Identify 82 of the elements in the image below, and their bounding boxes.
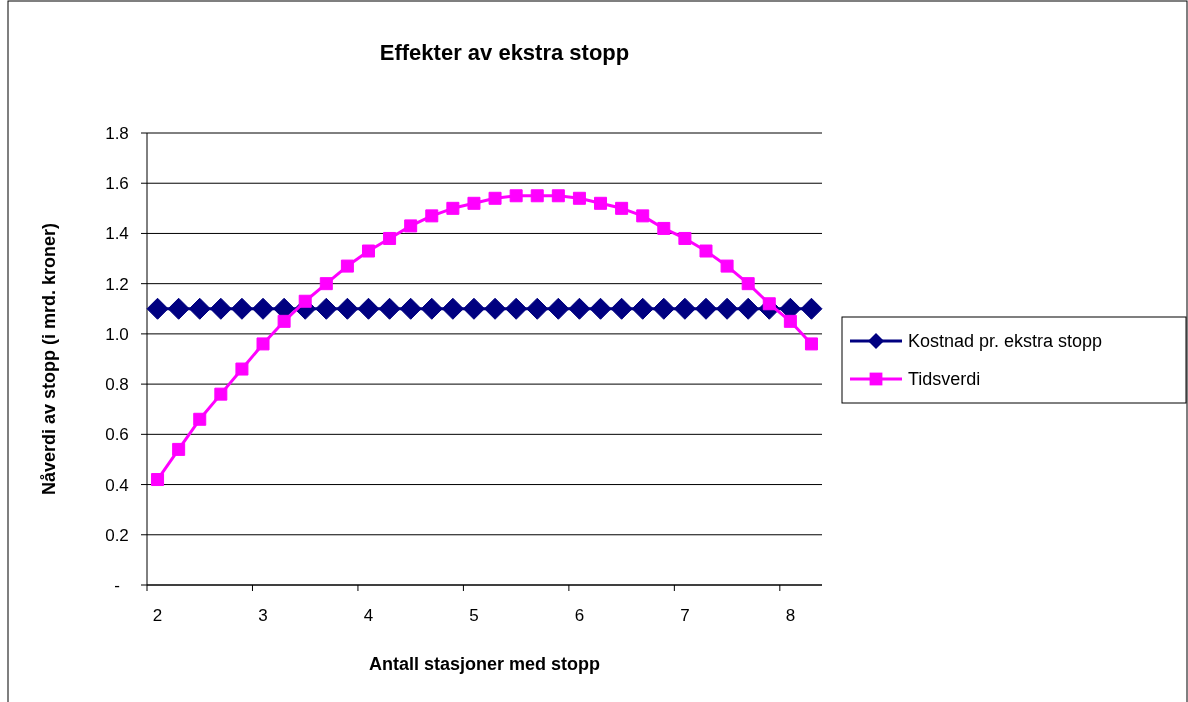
y-tick-label: 0.8 xyxy=(105,375,129,395)
y-tick-label: - xyxy=(114,575,120,595)
point xyxy=(298,294,312,308)
point xyxy=(678,231,692,245)
point xyxy=(256,337,270,351)
y-tick-label: 1.6 xyxy=(105,174,129,194)
point xyxy=(146,297,169,320)
point xyxy=(505,297,528,320)
point xyxy=(188,297,211,320)
y-tick-label: 0.6 xyxy=(105,425,129,445)
point xyxy=(526,297,549,320)
point xyxy=(336,297,359,320)
point xyxy=(484,297,507,320)
point xyxy=(235,362,249,376)
point xyxy=(462,297,485,320)
y-axis-title: Nåverdi av stopp (i mrd. kroner) xyxy=(39,222,59,496)
y-tick-label: 1.8 xyxy=(105,123,129,143)
x-tick-label: 6 xyxy=(574,606,585,625)
y-tick-label: 0.2 xyxy=(105,525,129,545)
x-axis-title: Antall stasjoner med stopp xyxy=(368,654,601,674)
point xyxy=(547,297,570,320)
point xyxy=(699,244,713,258)
point xyxy=(509,189,523,203)
x-tick-label: 3 xyxy=(258,606,268,625)
point xyxy=(399,297,422,320)
point xyxy=(589,297,612,320)
point xyxy=(636,209,650,223)
x-tick-label: 5 xyxy=(469,606,479,625)
point xyxy=(673,297,696,320)
point xyxy=(783,314,797,328)
point xyxy=(361,244,375,258)
point xyxy=(446,201,460,215)
point xyxy=(572,191,586,205)
point xyxy=(568,297,591,320)
point xyxy=(420,297,443,320)
legend-label: Tidsverdi xyxy=(908,369,981,390)
point xyxy=(716,297,739,320)
point xyxy=(610,297,633,320)
point xyxy=(694,297,717,320)
x-tick-label: 2 xyxy=(152,606,163,625)
point xyxy=(404,219,418,233)
point xyxy=(383,231,397,245)
point xyxy=(252,297,275,320)
point xyxy=(737,297,760,320)
point xyxy=(551,189,565,203)
point xyxy=(800,297,823,320)
point xyxy=(615,201,629,215)
y-tick-label: 1.0 xyxy=(105,324,129,344)
point xyxy=(530,189,544,203)
point xyxy=(214,387,228,401)
point xyxy=(340,259,354,273)
point xyxy=(657,221,671,235)
point xyxy=(357,297,380,320)
point xyxy=(441,297,464,320)
point xyxy=(315,297,338,320)
legend-label: Kostnad pr. ekstra stopp xyxy=(908,331,1103,352)
point xyxy=(167,297,190,320)
point xyxy=(488,191,502,205)
point xyxy=(762,297,776,311)
point xyxy=(172,442,186,456)
x-tick-label: 4 xyxy=(363,606,374,625)
point xyxy=(277,314,291,328)
x-tick-label: 8 xyxy=(785,606,796,625)
point xyxy=(467,196,481,210)
point xyxy=(209,297,232,320)
point xyxy=(652,297,675,320)
x-tick-label: 7 xyxy=(680,606,690,625)
y-tick-label: 1.2 xyxy=(105,274,129,294)
point xyxy=(319,277,333,291)
y-tick-label: 0.4 xyxy=(105,475,129,495)
chart-title: Effekter av ekstra stopp xyxy=(379,40,630,65)
point xyxy=(378,297,401,320)
point xyxy=(804,337,818,351)
point xyxy=(425,209,439,223)
point xyxy=(631,297,654,320)
point xyxy=(720,259,734,273)
point xyxy=(741,277,755,291)
y-tick-label: 1.4 xyxy=(105,224,129,244)
point xyxy=(230,297,253,320)
point xyxy=(151,473,165,487)
point xyxy=(193,412,207,426)
point xyxy=(594,196,608,210)
